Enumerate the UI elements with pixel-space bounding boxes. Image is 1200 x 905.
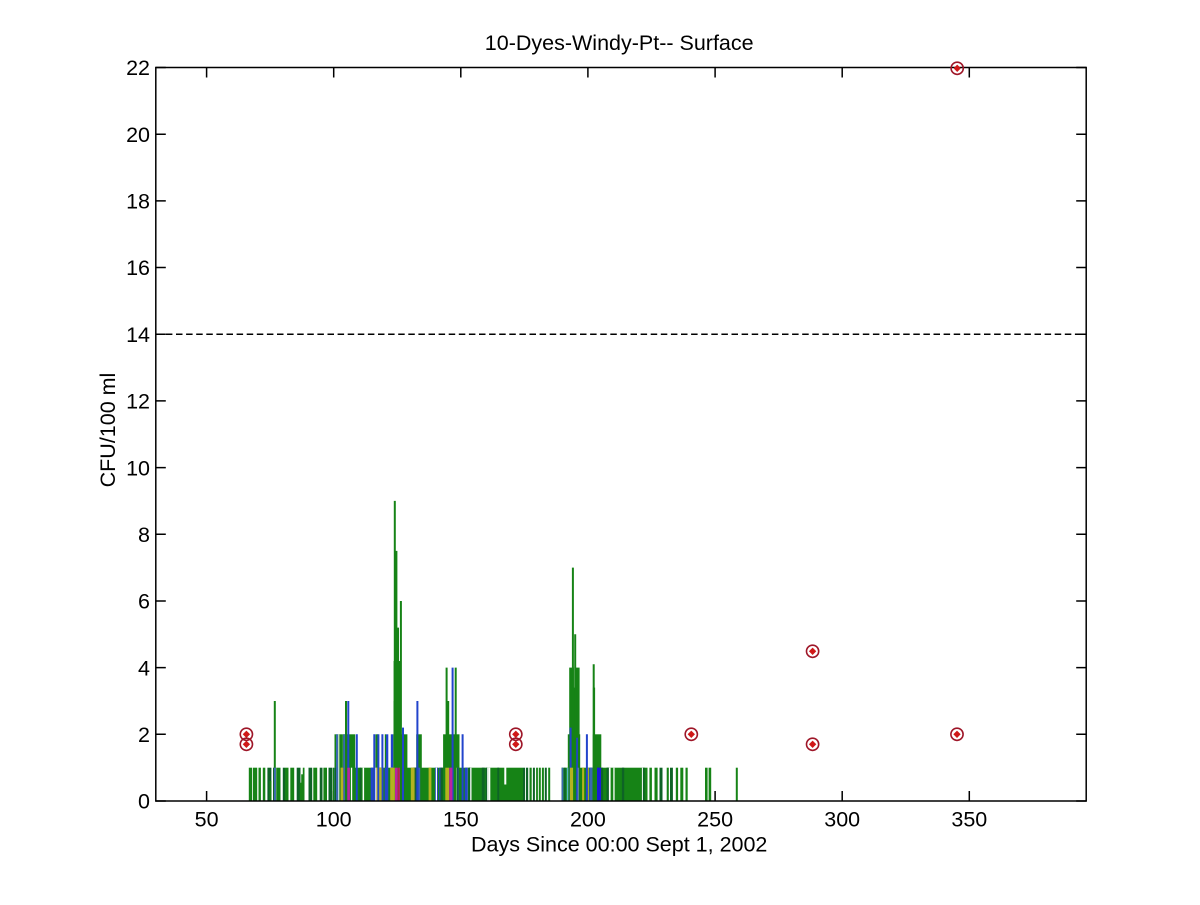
svg-text:22: 22 — [126, 56, 150, 80]
svg-text:150: 150 — [443, 808, 479, 832]
svg-text:CFU/100 ml: CFU/100 ml — [96, 373, 120, 488]
svg-text:250: 250 — [697, 808, 733, 832]
svg-text:100: 100 — [316, 808, 352, 832]
svg-text:50: 50 — [195, 808, 219, 832]
svg-text:10: 10 — [126, 456, 150, 480]
svg-text:18: 18 — [126, 190, 150, 214]
svg-text:20: 20 — [126, 123, 150, 147]
svg-text:4: 4 — [138, 656, 150, 680]
svg-text:Days Since 00:00 Sept 1, 2002: Days Since 00:00 Sept 1, 2002 — [471, 832, 767, 856]
svg-text:8: 8 — [138, 523, 150, 547]
svg-text:200: 200 — [570, 808, 606, 832]
svg-text:12: 12 — [126, 390, 150, 414]
svg-text:300: 300 — [824, 808, 860, 832]
svg-text:350: 350 — [951, 808, 987, 832]
svg-text:10-Dyes-Windy-Pt-- Surface: 10-Dyes-Windy-Pt-- Surface — [485, 31, 754, 55]
svg-text:2: 2 — [138, 723, 150, 747]
svg-text:6: 6 — [138, 590, 150, 614]
svg-text:16: 16 — [126, 256, 150, 280]
svg-text:14: 14 — [126, 323, 150, 347]
svg-text:0: 0 — [138, 790, 150, 814]
